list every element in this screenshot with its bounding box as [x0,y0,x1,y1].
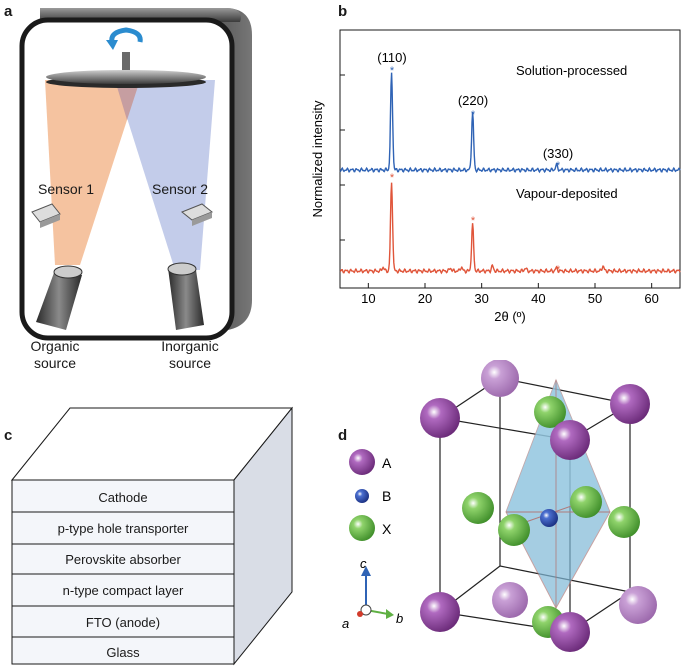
a-site-sphere-front-bottom-left [420,592,460,632]
peak-330-label: (330) [543,146,573,161]
layer-cathode: Cathode [98,490,147,505]
legend-b-sphere [355,489,369,503]
x-site-sphere-front [498,514,530,546]
inorganic-beam [115,80,215,270]
inorganic-source-label-line2: source [168,355,212,371]
peak-330-star-solution: * [556,160,561,172]
organic-source-label: Organic source [22,338,88,372]
peak-220-star-solution: * [471,109,476,121]
x-axis-label: 2θ (º) [494,309,525,324]
peak-110-label: (110) [377,50,406,65]
organic-source-label-line1: Organic [30,338,80,354]
sensor-1-label: Sensor 1 [38,181,95,197]
sensor-1-side [40,214,60,228]
axis-b-label: b [396,611,403,626]
axis-a-label: a [342,616,349,631]
sensor-2-label: Sensor 2 [152,181,209,197]
rotation-arrow-icon [109,27,143,43]
legend-a-label: A [382,455,392,471]
layer-hole-transporter: p-type hole transporter [58,521,189,536]
a-site-sphere-front-top-left [420,398,460,438]
x-site-sphere-top [534,396,566,428]
y-axis-label: Normalized intensity [310,100,325,218]
legend-b-label: B [382,488,391,504]
legend-a-sphere [349,449,375,475]
axis-c-label: c [360,556,367,571]
sensor-2-side [192,212,212,226]
layer-perovskite: Perovskite absorber [65,552,181,567]
x-tick-label-10: 10 [361,291,375,306]
a-axis-arrow-icon [357,611,363,617]
plot-frame [339,29,681,289]
series-vapour-deposited [339,182,681,275]
x-tick-label-50: 50 [588,291,602,306]
perovskite-crystal-diagram: A B X c a b [342,360,657,652]
inorganic-source-label: Inorganic source [153,338,227,372]
organic-source-icon [36,265,83,330]
panel-c-letter: c [4,427,13,444]
legend-x-label: X [382,521,392,537]
a-site-sphere-front-bottom-right [550,612,590,652]
a-site-sphere-back-bottom-right [619,586,657,624]
x-tick-label-40: 40 [531,291,545,306]
substrate-plate [46,70,206,84]
plate-shaft [122,52,130,74]
a-site-sphere-front-top-right [550,420,590,460]
xrd-chart: 10 20 30 40 50 60 Normalized intensity 2θ (º)… [310,29,681,324]
legend-x-sphere [349,515,375,541]
beam-overlap [115,80,140,120]
a-site-sphere-back-top-right [610,384,650,424]
x-tick-label-60: 60 [644,291,658,306]
vapour-deposited-label: Vapour-deposited [516,186,618,201]
panel-d-letter: d [338,427,348,444]
layer-fto: FTO (anode) [86,615,160,630]
b-site-sphere [540,509,558,527]
layer-compact: n-type compact layer [63,583,184,598]
solution-processed-label: Solution-processed [516,63,627,78]
inorganic-source-label-line1: Inorganic [161,338,219,354]
organic-source-label-line2: source [33,355,77,371]
layer-glass: Glass [106,645,140,660]
peak-110-star-vapour: * [390,172,395,184]
rotation-arrowhead-icon [106,40,118,50]
peak-220-label: (220) [458,93,488,108]
deposition-chamber-diagram [19,8,252,341]
inorganic-source-icon [167,262,204,330]
x-tick-label-20: 20 [418,291,432,306]
organic-beam [45,80,140,265]
x-site-sphere-right [608,506,640,538]
panel-b-letter: b [338,3,348,20]
peak-330-star-vapour: * [556,264,561,276]
x-site-sphere-back [570,486,602,518]
device-stack-diagram: Cathode p-type hole transporter Perovski… [10,406,294,666]
peak-110-star-solution: * [390,65,395,77]
x-site-sphere-left [462,492,494,524]
a-site-sphere-back-top-left [481,360,519,397]
a-site-sphere-back-bottom-left [492,582,528,618]
x-tick-label-30: 30 [474,291,488,306]
panel-a-letter: a [4,3,13,20]
stack-layers: Cathode p-type hole transporter Perovski… [11,479,235,665]
series-solution-processed [339,72,681,174]
axis-origin-icon [360,604,372,616]
peak-220-star-vapour: * [471,215,476,227]
